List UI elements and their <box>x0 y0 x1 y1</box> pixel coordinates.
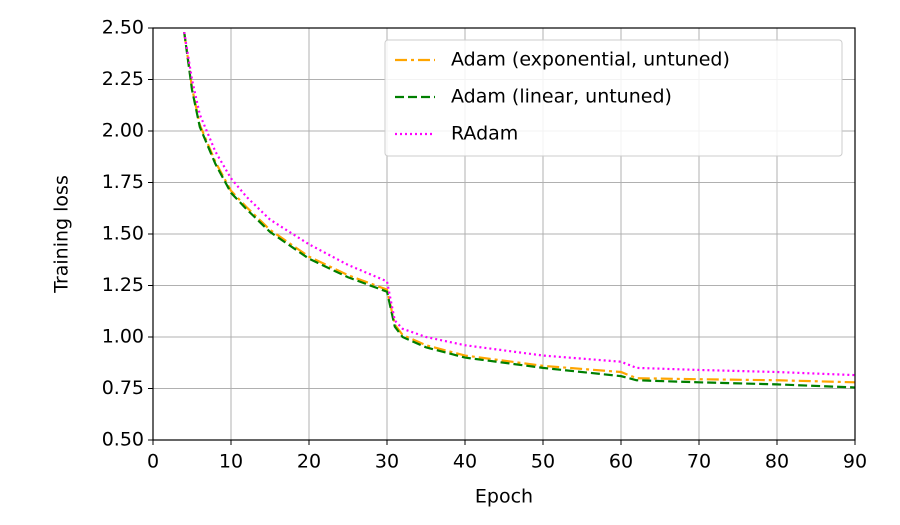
x-tick-label: 80 <box>765 451 789 473</box>
x-tick-label: 50 <box>531 451 555 473</box>
series-line <box>183 31 855 389</box>
y-tick-label: 0.75 <box>102 377 144 399</box>
x-tick-label: 20 <box>297 451 321 473</box>
legend-label: Adam (linear, untuned) <box>451 86 672 108</box>
y-tick-label: 2.00 <box>102 120 144 142</box>
y-tick-label: 1.50 <box>102 223 144 245</box>
x-tick-label: 10 <box>219 451 243 473</box>
y-tick-label: 1.75 <box>102 171 144 193</box>
series-line <box>183 31 855 377</box>
x-tick-label: 30 <box>375 451 399 473</box>
y-tick-label: 1.25 <box>102 274 144 296</box>
x-tick-label: 40 <box>453 451 477 473</box>
y-tick-label: 0.50 <box>102 429 144 451</box>
y-axis-label: Training loss <box>51 175 73 294</box>
x-tick-label: 60 <box>609 451 633 473</box>
y-tick-label: 2.25 <box>102 68 144 90</box>
legend-label: Adam (exponential, untuned) <box>451 49 730 71</box>
x-tick-label: 0 <box>147 451 159 473</box>
legend-box <box>384 39 843 157</box>
x-tick-label: 70 <box>687 451 711 473</box>
x-tick-label: 90 <box>843 451 867 473</box>
y-tick-label: 2.50 <box>102 17 144 39</box>
legend-label: RAdam <box>451 123 518 145</box>
y-tick-label: 1.00 <box>102 326 144 348</box>
x-axis-label: Epoch <box>475 486 533 508</box>
